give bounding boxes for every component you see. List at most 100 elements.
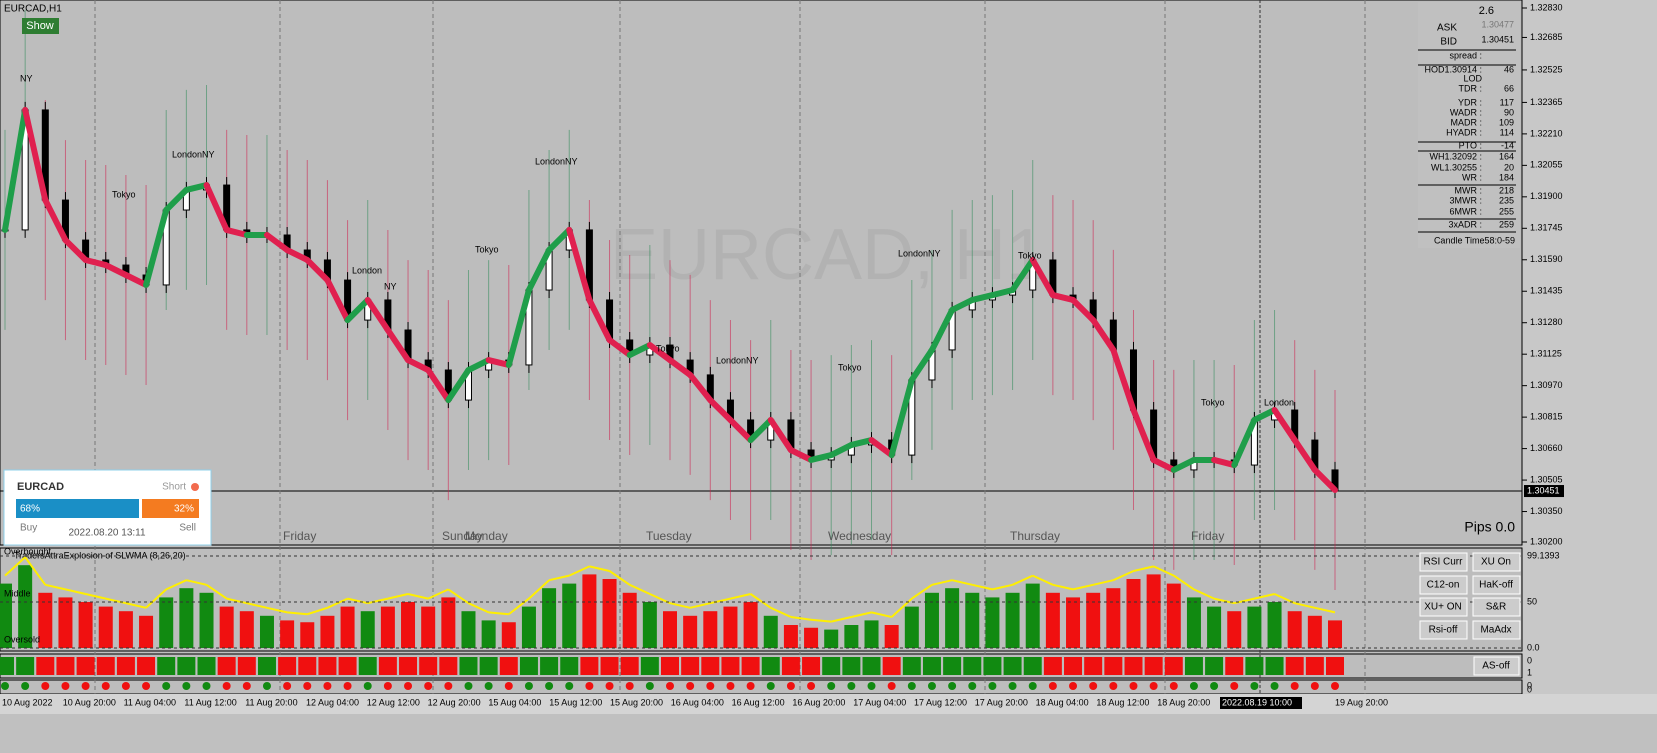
indicator-button-label[interactable]: XU On	[1481, 557, 1511, 568]
trend-dot	[625, 682, 634, 690]
trend-line	[969, 292, 996, 303]
trend-dot	[262, 682, 271, 690]
indicator-button-label[interactable]: HaK-off	[1479, 580, 1513, 591]
widget-time: 2022.08.20 13:11	[68, 528, 146, 539]
oscillator-line	[4, 556, 26, 577]
price-label: 1.30970	[1530, 380, 1563, 390]
oscillator-line	[387, 593, 409, 600]
oscillator-line	[1173, 574, 1195, 591]
indicator-button[interactable]	[1419, 597, 1468, 617]
oscillator-bar	[360, 611, 375, 648]
trend-dot	[1250, 682, 1259, 690]
trend-strip	[459, 657, 478, 675]
trend-dot	[807, 682, 816, 690]
oscillator-bar	[401, 602, 416, 648]
info-label: LOD	[1463, 73, 1482, 83]
buy-percent: 68%	[20, 504, 40, 515]
show-button[interactable]	[22, 18, 59, 34]
trend-line	[1130, 407, 1157, 463]
indicator-button[interactable]	[1472, 597, 1521, 617]
trend-dot	[404, 682, 413, 690]
oscillator-bar	[945, 588, 960, 648]
trend-strip	[741, 657, 760, 675]
indicator-button-label[interactable]: Rsi-off	[1429, 625, 1458, 636]
oscillator-line	[1012, 574, 1034, 586]
indicator-button[interactable]	[1419, 552, 1468, 572]
info-label: PTO :	[1459, 140, 1482, 150]
trend-line	[344, 296, 371, 324]
time-label: 15 Aug 12:00	[549, 697, 602, 707]
strip-button[interactable]	[1473, 656, 1520, 676]
indicator-button-label[interactable]: S&R	[1486, 602, 1507, 613]
indicator-button[interactable]	[1419, 620, 1468, 640]
info-value: 255	[1499, 206, 1514, 216]
oscillator-bar	[521, 606, 536, 648]
trend-line	[1211, 456, 1238, 469]
time-label: 15 Aug 04:00	[488, 697, 541, 707]
oscillator-bar	[300, 622, 315, 648]
trend-strip	[1225, 657, 1244, 675]
trend-strip	[1164, 657, 1183, 675]
trend-dot	[746, 682, 755, 690]
price-label: 1.31900	[1530, 191, 1563, 201]
trend-dot	[1069, 682, 1078, 690]
time-label: 16 Aug 20:00	[792, 697, 845, 707]
trend-line	[525, 247, 553, 294]
oscillator-line	[730, 593, 751, 600]
trend-dot	[222, 682, 231, 690]
indicator-button[interactable]	[1419, 575, 1468, 595]
oscillator-bar	[542, 588, 557, 648]
oscillator-bar	[1186, 597, 1201, 648]
trend-line	[888, 376, 915, 459]
trend-line	[1271, 407, 1298, 444]
oscillator-bar	[98, 606, 113, 648]
trend-dot	[182, 682, 191, 690]
indicator-button[interactable]	[1472, 575, 1521, 595]
bottom-area	[0, 714, 1657, 753]
trend-dot	[1189, 682, 1198, 690]
price-label: 1.31280	[1530, 317, 1563, 327]
indicator-button-label[interactable]: MaAdx	[1480, 625, 1511, 636]
trend-strip	[16, 657, 35, 675]
trend-strip	[1205, 657, 1224, 675]
indicator-button-label[interactable]: C12-on	[1427, 580, 1460, 591]
info-label: HYADR :	[1446, 127, 1482, 137]
oscillator-line	[347, 597, 368, 605]
indicator-button-label[interactable]: RSI Curr	[1424, 557, 1464, 568]
trend-strip	[1104, 657, 1123, 675]
trend-dot	[1028, 682, 1037, 690]
trend-dot	[927, 682, 936, 690]
trend-line	[606, 336, 633, 358]
oscillator-bar	[1207, 606, 1222, 648]
oscillator-bar	[985, 597, 1000, 648]
session-label: LondonNY	[172, 149, 215, 159]
info-value: 184	[1499, 172, 1514, 182]
oscillator-bar	[1267, 602, 1282, 648]
oscillator-line	[669, 602, 691, 609]
indicator-button[interactable]	[1472, 620, 1521, 640]
oscillator-line	[710, 597, 731, 605]
oscillator-bar	[199, 592, 214, 648]
trend-strip	[278, 657, 297, 675]
oscillator-bar	[602, 579, 617, 648]
price-label: 1.32365	[1530, 97, 1563, 107]
trend-dot	[1230, 682, 1239, 690]
trend-line	[465, 357, 492, 374]
indicator-button-label[interactable]: XU+ ON	[1424, 602, 1462, 613]
price-label: 1.30505	[1530, 474, 1563, 484]
show-button-label[interactable]: Show	[26, 20, 54, 32]
sub-scale: 0	[1527, 684, 1532, 694]
trend-line	[989, 287, 1016, 299]
oscillator-bar	[824, 629, 839, 648]
session-label: Tokyo	[838, 362, 862, 372]
strip-button-label[interactable]: AS-off	[1482, 661, 1510, 672]
oscillator-line	[407, 593, 429, 600]
trend-strip	[963, 657, 982, 675]
indicator-button[interactable]	[1472, 552, 1521, 572]
level-label: Middle	[4, 588, 31, 598]
info-label: TDR :	[1459, 83, 1483, 93]
trend-line	[767, 416, 794, 454]
oscillator-line	[568, 565, 590, 577]
widget-signal: Short	[162, 482, 186, 493]
indicator-scale: 99.1393	[1527, 550, 1560, 560]
